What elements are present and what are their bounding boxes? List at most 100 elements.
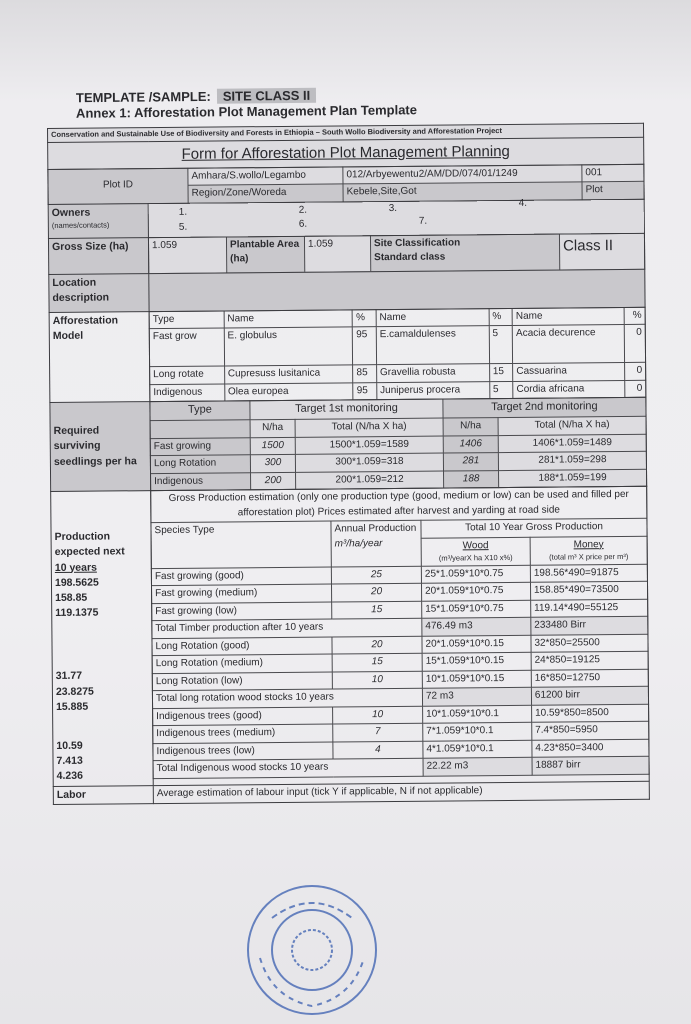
official-stamp bbox=[247, 885, 377, 1015]
header-cell: N/ha bbox=[250, 419, 296, 438]
table-cell: 95 bbox=[353, 382, 377, 400]
seedlings-label: Required surviving seedlings per ha bbox=[49, 401, 151, 492]
table-cell: Fast growing (good) bbox=[151, 566, 332, 587]
table-cell: 300*1.059=318 bbox=[295, 453, 444, 472]
table-cell: 85 bbox=[352, 364, 377, 383]
table-row: Total Indigenous wood stocks 10 years 22.… bbox=[153, 756, 650, 779]
side-value: 15.885 bbox=[55, 700, 89, 713]
table-cell: Olea europea bbox=[224, 382, 354, 402]
kebele-label: Kebele,Site,Got bbox=[343, 181, 583, 202]
owners-field[interactable]: 1. 2. 3. 4. 5. 6. 7. bbox=[148, 197, 645, 238]
table-cell: Long Rotation (low) bbox=[152, 671, 333, 692]
table-cell: Cordia africana bbox=[512, 380, 626, 399]
header-cell: Target 2nd monitoring bbox=[442, 397, 647, 419]
production-label: Production expected next bbox=[54, 530, 125, 559]
table-cell: 233480 Birr bbox=[530, 616, 648, 636]
table-cell: 7.4*850=5950 bbox=[531, 721, 649, 741]
table-cell: 0 bbox=[624, 362, 646, 381]
template-heading: TEMPLATE /SAMPLE: SITE CLASS II bbox=[75, 87, 317, 106]
table-cell: 281*1.059=298 bbox=[498, 451, 647, 471]
table-cell: 300 bbox=[250, 454, 296, 473]
side-value: 158.85 bbox=[55, 591, 88, 604]
table-cell: 0 bbox=[625, 379, 646, 398]
table-cell: Juniperus procera bbox=[376, 381, 490, 400]
table-cell: 15*1.059*10*0.75 bbox=[421, 600, 531, 619]
table-cell: 20 bbox=[331, 636, 423, 655]
owner-slot: 2. bbox=[298, 204, 308, 216]
table-cell: 200 bbox=[250, 471, 296, 490]
table-cell: Acacia decurence bbox=[512, 324, 625, 364]
gross-size-label: Gross Size (ha) bbox=[48, 237, 149, 275]
table-cell: Fast growing (low) bbox=[151, 601, 332, 622]
site-classification-label: Site Classification bbox=[373, 237, 461, 249]
table-cell: 0 bbox=[624, 324, 646, 363]
header-cell: Target 1st monitoring bbox=[249, 399, 444, 420]
side-value: 31.77 bbox=[55, 670, 83, 683]
standard-class-label: Standard class bbox=[374, 251, 446, 264]
owners-sublabel: (names/contacts) bbox=[51, 220, 110, 230]
location-label: Location description bbox=[48, 273, 150, 313]
header-cell: Species Type bbox=[150, 521, 332, 569]
header-cell: Total (N/ha X ha) bbox=[498, 416, 647, 436]
header-cell: Wood bbox=[462, 539, 489, 551]
form-title: Form for Afforestation Plot Management P… bbox=[181, 142, 510, 163]
table-cell: Long rotate bbox=[149, 366, 225, 385]
plot-id-table: Plot ID Amhara/S.wollo/Legambo 012/Arbye… bbox=[47, 163, 645, 205]
table-cell: Indigenous trees (low) bbox=[152, 741, 334, 762]
table-cell: 1406 bbox=[443, 435, 499, 454]
table-cell: 20*1.059*10*0.75 bbox=[421, 582, 531, 602]
table-cell: Fast growing (medium) bbox=[151, 584, 332, 604]
table-cell: 1500*1.059=1589 bbox=[295, 435, 444, 455]
plot-label: Plot bbox=[581, 181, 645, 200]
owner-slot: 1. bbox=[178, 206, 188, 218]
table-cell: 10.59*850=8500 bbox=[531, 704, 649, 723]
table-cell: 281 bbox=[443, 452, 499, 471]
table-cell: 158.85*490=73500 bbox=[530, 581, 648, 601]
header-cell: Annual Production bbox=[334, 522, 417, 535]
side-value: 7.413 bbox=[56, 754, 83, 768]
gross-size-value: 1.059 bbox=[148, 236, 227, 274]
header-cell: m³/ha/year bbox=[334, 537, 383, 550]
table-cell: 10*1.059*10*0.15 bbox=[422, 670, 532, 689]
table-cell: Cassuarina bbox=[512, 362, 626, 382]
header-cell: Name bbox=[223, 309, 353, 329]
header-cell: (m³/yearX ha X10 x%) bbox=[438, 553, 513, 563]
production-table: Gross Production estimation (only one pr… bbox=[150, 486, 650, 779]
template-label: TEMPLATE /SAMPLE: bbox=[75, 88, 211, 106]
location-field[interactable] bbox=[148, 268, 646, 312]
table-cell: 4.23*850=3400 bbox=[531, 739, 650, 758]
owner-slot: 6. bbox=[298, 218, 308, 230]
table-cell: 10 bbox=[332, 706, 423, 725]
table-cell: 198.56*490=91875 bbox=[530, 564, 648, 583]
table-cell: Fast grow bbox=[149, 328, 225, 367]
table-cell: 5 bbox=[488, 325, 513, 364]
table-cell: 1406*1.059=1489 bbox=[498, 433, 647, 453]
table-cell: Indigenous bbox=[149, 383, 225, 402]
header-cell: Type bbox=[149, 310, 224, 329]
table-cell: 15*1.059*10*0.15 bbox=[422, 652, 532, 672]
table-cell: Total Indigenous wood stocks 10 years bbox=[153, 758, 424, 779]
table-cell: 72 m3 bbox=[422, 687, 532, 707]
header-cell: Type bbox=[149, 400, 251, 421]
owner-slot: 4. bbox=[518, 197, 528, 209]
side-value: 119.1375 bbox=[55, 606, 99, 620]
plot-id-label: Plot ID bbox=[47, 167, 189, 205]
table-cell: 15 bbox=[489, 363, 513, 382]
table-cell: Indigenous trees (good) bbox=[152, 706, 333, 727]
table-cell: E.camaldulenses bbox=[376, 325, 490, 365]
table-cell: 22.22 m3 bbox=[423, 757, 533, 777]
plantable-area-value: 1.059 bbox=[304, 235, 371, 272]
header-cell: N/ha bbox=[443, 417, 499, 436]
site-class-value: Class II bbox=[559, 232, 645, 270]
seedlings-table: Type Target 1st monitoring Target 2nd moni… bbox=[149, 397, 647, 491]
table-cell: 200*1.059=212 bbox=[295, 470, 444, 490]
header-cell: Total 10 Year Gross Production bbox=[420, 518, 648, 538]
afforestation-model-label: Afforestation Model bbox=[49, 311, 150, 403]
table-cell: 476.49 m3 bbox=[421, 617, 531, 637]
plantable-area-label: Plantable Area (ha) bbox=[226, 235, 305, 273]
table-cell: Long Rotation (medium) bbox=[152, 654, 333, 674]
table-cell: 15 bbox=[331, 601, 422, 620]
labor-label: Labor bbox=[53, 785, 154, 805]
kebele-value: 012/Arbyewentu2/AM/DD/074/01/1249 bbox=[342, 164, 582, 185]
production-years-label: 10 years bbox=[54, 561, 97, 574]
